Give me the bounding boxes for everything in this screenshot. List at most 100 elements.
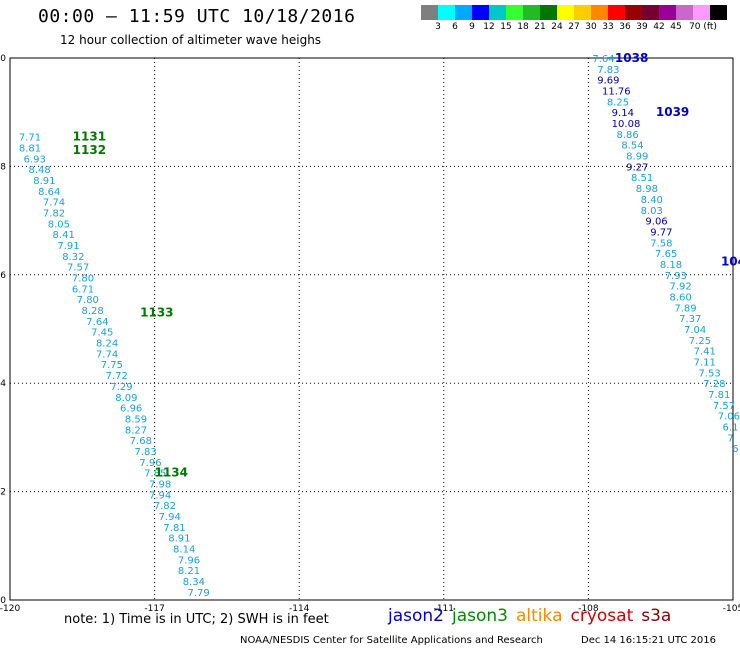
swh-value-label: 8.14 [173,545,195,556]
swh-value-label: 7.96 [178,555,200,566]
swh-value-label: 8.41 [53,230,75,241]
swh-value-label: 7.81 [708,390,730,401]
swh-value-label: 7.71 [19,133,41,144]
swh-value-label: 7.83 [135,447,157,458]
swh-value-label: 8.32 [62,252,84,263]
swh-value-label: 8.60 [670,292,692,303]
swh-value-label: 7.93 [665,271,687,282]
swh-value-label: 7.82 [154,501,176,512]
swh-value-label: 8.98 [636,184,658,195]
legend-swatch [540,5,557,20]
swh-value-label: 9.14 [612,108,634,119]
y-tick-label: 10 [0,54,6,64]
swh-value-label: 7.79 [188,588,210,599]
swh-value-label: 9.69 [597,76,619,87]
legend-label: 33 [602,22,614,32]
swh-value-label: 6.1 [723,423,739,434]
legend-label: 45 [670,22,682,32]
legend-label: 42 [653,22,665,32]
swh-value-label: 8.91 [168,534,190,545]
swh-value-label: 7.80 [72,274,94,285]
legend-swatch [506,5,523,20]
swh-value-label: 7.29 [110,382,132,393]
chart-subtitle: 12 hour collection of altimeter wave hei… [60,33,322,47]
track-group: 7.718.816.938.488.918.647.747.828.058.41… [19,51,740,599]
pass-time-label: 1132 [73,143,106,157]
legend-swatch [421,5,438,20]
swh-value-label: 8.48 [28,165,50,176]
swh-value-label: 7.37 [679,314,701,325]
swh-value-label: 8.54 [621,141,643,152]
satellite-name: altika [516,606,563,626]
swh-value-label: 8.40 [641,195,663,206]
satellite-name: jason3 [452,606,508,626]
swh-value-label: 8.21 [178,566,200,577]
swh-value-label: 8.24 [96,339,118,350]
satellite-legend: jason2 jason3 altika cryosat s3a [388,606,679,626]
legend-swatch [472,5,489,20]
y-tick-label: 6 [0,271,6,281]
swh-value-label: 7.75 [101,360,123,371]
swh-value-label: 7.92 [670,282,692,293]
swh-value-label: 7.94 [159,512,181,523]
pass-time-label: 1038 [615,51,648,65]
swh-value-label: 8.34 [183,577,205,588]
swh-value-label: 7.94 [149,490,171,501]
legend-swatch [438,5,455,20]
legend-swatch [625,5,642,20]
swh-value-label: 7.74 [43,198,65,209]
swh-value-label: 10.08 [612,119,641,130]
swh-value-label: 7.83 [597,65,619,76]
footer-date: Dec 14 16:15:21 UTC 2016 [581,635,716,646]
satellite-name: cryosat [570,606,634,626]
legend-swatch [557,5,574,20]
swh-value-label: 7.80 [77,295,99,306]
swh-value-label: 11.76 [602,87,631,98]
pass-time-label: 1131 [73,130,106,144]
swh-value-label: 7.57 [67,263,89,274]
swh-value-label: 8.28 [81,306,103,317]
swh-value-label: 8.64 [38,187,60,198]
legend-swatch [642,5,659,20]
swh-value-label: 8.03 [641,206,663,217]
chart-title: 00:00 – 11:59 UTC 10/18/2016 [38,6,356,27]
swh-value-label: 6.96 [120,404,142,415]
legend-label: 6 [452,22,458,32]
legend-label: 70 (ft) [689,22,717,32]
swh-value-label: 7.28 [703,379,725,390]
swh-value-label: 7.53 [698,368,720,379]
legend-label: 30 [585,22,597,32]
y-tick-label: 0 [0,596,6,606]
swh-value-label: 8.81 [19,143,41,154]
swh-value-label: 6 [732,444,738,455]
legend-swatch [608,5,625,20]
plot-frame [9,57,734,601]
swh-value-label: 8.51 [631,173,653,184]
units-note: note: 1) Time is in UTC; 2) SWH is in fe… [64,612,329,627]
swh-value-label: 8.99 [626,152,648,163]
legend-label: 9 [469,22,475,32]
swh-value-label: 7.58 [650,238,672,249]
pass-time-label: 1039 [656,105,689,119]
x-tick-label: -105 [723,604,740,614]
legend-swatch [676,5,693,20]
pass-time-label: 1040 [721,254,740,268]
legend-swatch [710,5,727,20]
swh-value-label: 7.04 [684,325,706,336]
swh-value-label: 7.45 [91,328,113,339]
legend-label: 21 [534,22,546,32]
legend-label: 12 [483,22,495,32]
swh-value-label: 7.64 [86,317,108,328]
y-tick-label: 4 [0,379,6,389]
swh-value-label: 7.85 [144,469,166,480]
legend-label: 18 [517,22,529,32]
swh-value-label: 7.41 [694,347,716,358]
swh-value-label: 9.06 [645,217,667,228]
swh-value-label: 9.77 [650,227,672,238]
legend-swatch [523,5,540,20]
legend-swatch [489,5,506,20]
swh-value-label: 7.74 [96,349,118,360]
swh-value-label: 7.89 [674,303,696,314]
pass-time-label: 1134 [155,466,188,480]
